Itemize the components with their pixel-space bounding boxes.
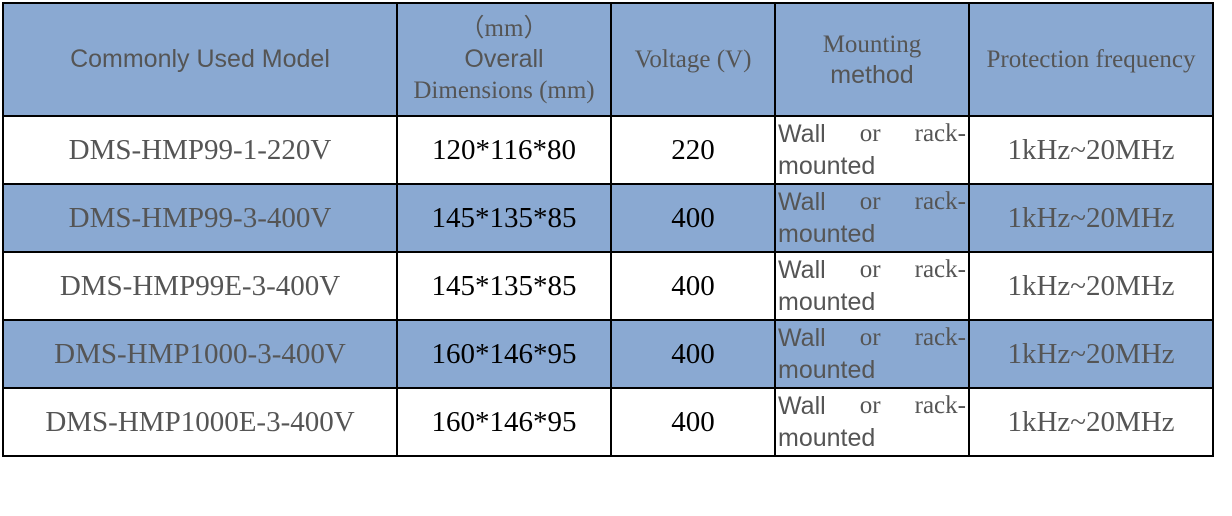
cell-model: DMS-HMP1000-3-400V [2,319,398,389]
table-row: DMS-HMP1000-3-400V 160*146*95 400 Wall or rac… [2,319,1214,389]
mount-word: rack- [914,188,966,215]
header-mount-line2: method [830,60,914,89]
table-row: DMS-HMP99E-3-400V 145*135*85 400 Wall or rack… [2,251,1214,321]
table-header-row: Commonly Used Model （mm） Overall Dimensi… [2,2,1214,117]
cell-model: DMS-HMP99-1-220V [2,115,398,185]
voltage-text: 400 [671,337,715,370]
cell-dimensions: 160*146*95 [396,387,612,457]
model-text: DMS-HMP99-3-400V [68,201,332,234]
mount-word: Wall [778,256,826,284]
table-row: DMS-HMP1000E-3-400V 160*146*95 400 Wall or ra… [2,387,1214,457]
mount-word: or [859,188,881,215]
header-dims-unit: （mm） [459,15,549,42]
cell-mounting: Wall or rack-mounted [774,387,970,457]
mount-word: mounted [778,424,876,452]
cell-model: DMS-HMP99E-3-400V [2,251,398,321]
cell-frequency: 1kHz~20MHz [968,251,1214,321]
mount-word: rack- [914,324,966,351]
header-voltage-label: Voltage (V) [634,46,752,73]
cell-mounting: Wall or rack-mounted [774,183,970,253]
mount-word: or [859,256,881,283]
header-frequency: Protection frequency [968,2,1214,117]
mount-word: mounted [778,152,876,180]
frequency-text: 1kHz~20MHz [1007,201,1175,234]
cell-frequency: 1kHz~20MHz [968,115,1214,185]
dimensions-text: 160*146*95 [431,337,577,370]
mount-word: rack- [914,392,966,419]
header-dimensions: （mm） Overall Dimensions (mm) [396,2,612,117]
cell-mounting: Wall or rack-mounted [774,319,970,389]
mount-word: Wall [778,324,826,352]
cell-dimensions: 120*116*80 [396,115,612,185]
mount-word: mounted [778,288,876,316]
header-mounting: Mounting method [774,2,970,117]
header-dims-line1: Overall [464,45,544,73]
frequency-text: 1kHz~20MHz [1007,405,1175,438]
header-dims-line2: Dimensions (mm) [413,77,595,104]
voltage-text: 400 [671,405,715,438]
product-spec-table: Commonly Used Model （mm） Overall Dimensi… [2,2,1214,457]
cell-model: DMS-HMP99-3-400V [2,183,398,253]
mount-word: mounted [778,220,876,248]
header-model: Commonly Used Model [2,2,398,117]
cell-frequency: 1kHz~20MHz [968,387,1214,457]
mount-word: Wall [778,392,826,420]
mount-word: rack- [914,256,966,283]
cell-voltage: 400 [610,319,776,389]
mount-word: or [859,120,881,147]
table-row: DMS-HMP99-1-220V 120*116*80 220 Wall or rack-… [2,115,1214,185]
header-frequency-label: Protection frequency [986,46,1196,73]
mount-word: Wall [778,188,826,216]
cell-dimensions: 145*135*85 [396,183,612,253]
cell-voltage: 400 [610,251,776,321]
model-text: DMS-HMP1000E-3-400V [45,405,355,438]
cell-frequency: 1kHz~20MHz [968,319,1214,389]
cell-dimensions: 145*135*85 [396,251,612,321]
model-text: DMS-HMP1000-3-400V [54,337,346,370]
voltage-text: 400 [671,201,715,234]
cell-voltage: 220 [610,115,776,185]
cell-voltage: 400 [610,387,776,457]
frequency-text: 1kHz~20MHz [1007,269,1175,302]
cell-mounting: Wall or rack-mounted [774,115,970,185]
frequency-text: 1kHz~20MHz [1007,133,1175,166]
mount-word: mounted [778,356,876,384]
mount-word: or [859,392,881,419]
model-text: DMS-HMP99-1-220V [68,133,332,166]
dimensions-text: 120*116*80 [432,133,576,166]
dimensions-text: 145*135*85 [431,269,577,302]
cell-mounting: Wall or rack-mounted [774,251,970,321]
mount-word: rack- [914,120,966,147]
header-model-label: Commonly Used Model [70,45,330,73]
frequency-text: 1kHz~20MHz [1007,337,1175,370]
cell-model: DMS-HMP1000E-3-400V [2,387,398,457]
table-row: DMS-HMP99-3-400V 145*135*85 400 Wall or rack-… [2,183,1214,253]
dimensions-text: 160*146*95 [431,405,577,438]
mount-word: or [859,324,881,351]
voltage-text: 400 [671,269,715,302]
model-text: DMS-HMP99E-3-400V [59,269,341,302]
voltage-text: 220 [671,133,715,166]
header-voltage: Voltage (V) [610,2,776,117]
cell-voltage: 400 [610,183,776,253]
cell-frequency: 1kHz~20MHz [968,183,1214,253]
mount-word: Wall [778,120,826,148]
dimensions-text: 145*135*85 [431,201,577,234]
header-mount-line1: Mounting [822,30,922,58]
cell-dimensions: 160*146*95 [396,319,612,389]
